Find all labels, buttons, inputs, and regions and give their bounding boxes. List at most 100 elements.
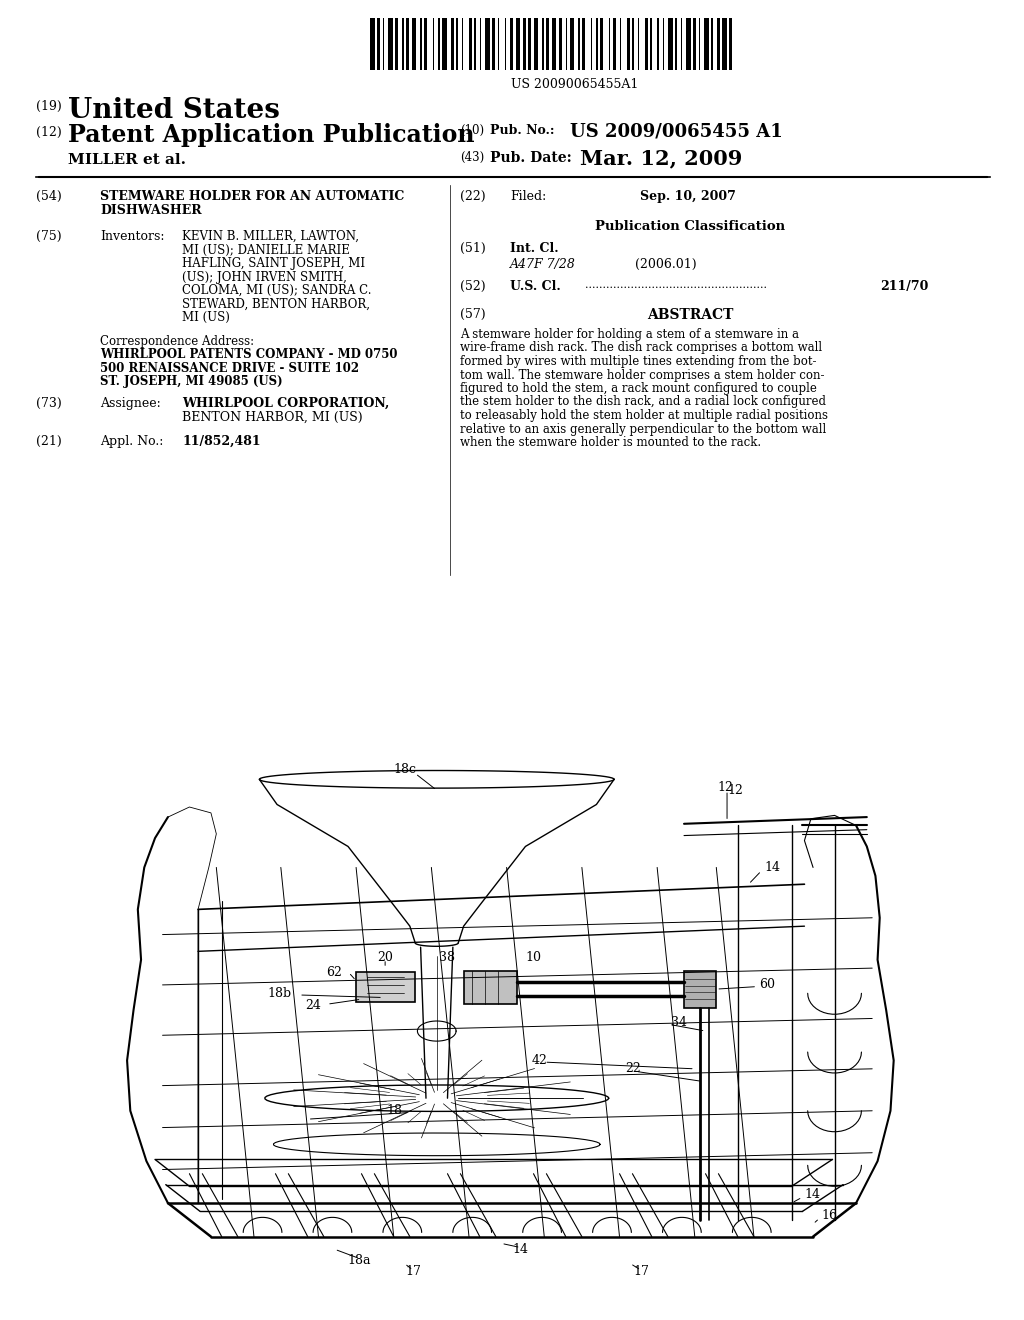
- Text: 211/70: 211/70: [880, 280, 929, 293]
- Bar: [479, 18, 481, 70]
- Bar: [402, 18, 403, 70]
- Text: BENTON HARBOR, MI (US): BENTON HARBOR, MI (US): [182, 411, 362, 424]
- Bar: [600, 18, 603, 70]
- Text: COLOMA, MI (US); SANDRA C.: COLOMA, MI (US); SANDRA C.: [182, 284, 372, 297]
- Bar: [377, 18, 380, 70]
- Text: Pub. Date:: Pub. Date:: [490, 150, 571, 165]
- Bar: [420, 18, 422, 70]
- Bar: [650, 18, 651, 70]
- Text: ABSTRACT: ABSTRACT: [647, 308, 733, 322]
- Text: STEMWARE HOLDER FOR AN AUTOMATIC: STEMWARE HOLDER FOR AN AUTOMATIC: [100, 190, 404, 203]
- Text: U.S. Cl.: U.S. Cl.: [510, 280, 561, 293]
- Text: MI (US); DANIELLE MARIE: MI (US); DANIELLE MARIE: [182, 243, 350, 256]
- Text: the stem holder to the dish rack, and a radial lock configured: the stem holder to the dish rack, and a …: [460, 396, 826, 408]
- Text: US 2009/0065455 A1: US 2009/0065455 A1: [570, 121, 782, 140]
- Bar: [510, 18, 513, 70]
- Text: Sep. 10, 2007: Sep. 10, 2007: [640, 190, 736, 203]
- Bar: [565, 18, 567, 70]
- Text: (43): (43): [460, 150, 484, 164]
- Bar: [370, 18, 375, 70]
- Bar: [438, 18, 439, 70]
- Bar: [492, 18, 495, 70]
- Bar: [663, 18, 664, 70]
- Text: 14: 14: [765, 861, 780, 874]
- Bar: [632, 18, 634, 70]
- Text: Mar. 12, 2009: Mar. 12, 2009: [580, 148, 742, 168]
- Bar: [542, 18, 544, 70]
- Text: MILLER et al.: MILLER et al.: [68, 153, 186, 168]
- Text: HAFLING, SAINT JOSEPH, MI: HAFLING, SAINT JOSEPH, MI: [182, 257, 366, 271]
- Bar: [705, 18, 709, 70]
- Text: tom wall. The stemware holder comprises a stem holder con-: tom wall. The stemware holder comprises …: [460, 368, 824, 381]
- Bar: [558, 18, 561, 70]
- Bar: [698, 18, 700, 70]
- Text: (73): (73): [36, 397, 61, 411]
- Bar: [498, 18, 499, 70]
- Bar: [412, 18, 416, 70]
- Text: 18a: 18a: [347, 1254, 371, 1267]
- Text: (51): (51): [460, 242, 485, 255]
- Bar: [591, 18, 592, 70]
- Text: wire-frame dish rack. The dish rack comprises a bottom wall: wire-frame dish rack. The dish rack comp…: [460, 342, 822, 355]
- Bar: [596, 18, 597, 70]
- Bar: [464, 970, 517, 1005]
- Bar: [406, 18, 409, 70]
- Bar: [474, 18, 475, 70]
- Text: 38: 38: [439, 950, 456, 964]
- Text: STEWARD, BENTON HARBOR,: STEWARD, BENTON HARBOR,: [182, 297, 370, 310]
- Bar: [620, 18, 621, 70]
- Text: MI (US): MI (US): [182, 312, 229, 323]
- Text: (10): (10): [460, 124, 484, 137]
- Bar: [356, 973, 416, 1002]
- Text: 18c: 18c: [393, 763, 416, 776]
- Text: Correspondence Address:: Correspondence Address:: [100, 334, 254, 347]
- Bar: [578, 18, 580, 70]
- Bar: [722, 18, 726, 70]
- Bar: [442, 18, 446, 70]
- Text: 14: 14: [805, 1188, 820, 1201]
- Bar: [515, 18, 520, 70]
- Text: 22: 22: [625, 1063, 641, 1076]
- Bar: [608, 18, 610, 70]
- Text: KEVIN B. MILLER, LAWTON,: KEVIN B. MILLER, LAWTON,: [182, 230, 359, 243]
- Bar: [638, 18, 639, 70]
- Text: Appl. No.:: Appl. No.:: [100, 436, 164, 447]
- Text: (75): (75): [36, 230, 61, 243]
- Text: to releasably hold the stem holder at multiple radial positions: to releasably hold the stem holder at mu…: [460, 409, 828, 422]
- Text: (52): (52): [460, 280, 485, 293]
- Text: Assignee:: Assignee:: [100, 397, 161, 411]
- Bar: [681, 18, 682, 70]
- Bar: [432, 18, 434, 70]
- Bar: [552, 18, 556, 70]
- Bar: [684, 970, 716, 1007]
- Text: 20: 20: [377, 950, 393, 964]
- Text: figured to hold the stem, a rack mount configured to couple: figured to hold the stem, a rack mount c…: [460, 381, 817, 395]
- Text: 17: 17: [633, 1266, 649, 1278]
- Text: 12: 12: [717, 781, 733, 795]
- Text: 24: 24: [305, 999, 321, 1012]
- Text: US 20090065455A1: US 20090065455A1: [511, 78, 639, 91]
- Text: 18: 18: [386, 1105, 402, 1117]
- Bar: [522, 18, 525, 70]
- Text: relative to an axis generally perpendicular to the bottom wall: relative to an axis generally perpendicu…: [460, 422, 826, 436]
- Text: (22): (22): [460, 190, 485, 203]
- Text: Pub. No.:: Pub. No.:: [490, 124, 555, 137]
- Bar: [528, 18, 531, 70]
- Bar: [668, 18, 673, 70]
- Bar: [469, 18, 471, 70]
- Text: (57): (57): [460, 308, 485, 321]
- Bar: [451, 18, 454, 70]
- Bar: [627, 18, 630, 70]
- Text: 17: 17: [406, 1266, 421, 1278]
- Bar: [462, 18, 463, 70]
- Text: Inventors:: Inventors:: [100, 230, 165, 243]
- Bar: [456, 18, 458, 70]
- Text: ....................................................: ........................................…: [585, 280, 767, 290]
- Bar: [485, 18, 489, 70]
- Text: Int. Cl.: Int. Cl.: [510, 242, 559, 255]
- Text: A47F 7/28: A47F 7/28: [510, 257, 575, 271]
- Text: (19): (19): [36, 100, 61, 114]
- Text: 42: 42: [531, 1053, 547, 1067]
- Text: formed by wires with multiple tines extending from the bot-: formed by wires with multiple tines exte…: [460, 355, 816, 368]
- Text: 34: 34: [671, 1016, 687, 1030]
